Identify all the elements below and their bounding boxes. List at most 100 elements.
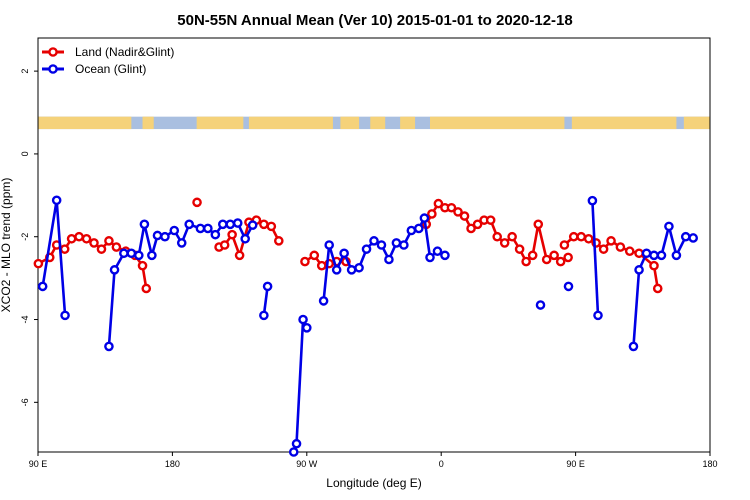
series-land-point-14 — [141, 283, 152, 294]
series-ocean-point-46 — [440, 250, 450, 261]
series-ocean-point-5 — [119, 248, 129, 259]
series-ocean-point-40 — [399, 240, 409, 250]
series-ocean-point-58 — [535, 300, 546, 310]
series-ocean-point-57 — [688, 233, 699, 243]
series-land-point-4 — [66, 233, 77, 244]
series-ocean-point-55 — [671, 250, 682, 261]
legend-item-ocean: Ocean (Glint) — [42, 62, 146, 76]
series-land-point-42 — [499, 238, 510, 248]
series-ocean-point-18 — [217, 219, 228, 230]
series-ocean-point-13 — [176, 238, 187, 248]
series-ocean-point-22 — [247, 220, 258, 230]
series-ocean-line-3 — [292, 318, 308, 453]
y-axis-label: XCO2 - MLO trend (ppm) — [0, 178, 13, 313]
legend-item-land: Land (Nadir&Glint) — [42, 45, 174, 59]
series-ocean-point-4 — [109, 265, 120, 275]
series-ocean-point-29 — [318, 296, 329, 306]
plot-border — [37, 37, 711, 453]
series-ocean-point-17 — [210, 229, 221, 240]
series-ocean-point-47 — [587, 195, 598, 206]
series-land-point-17 — [316, 260, 327, 271]
series-land-point-22 — [219, 240, 230, 250]
series-ocean-point-53 — [656, 250, 667, 261]
band-land-9 — [683, 116, 710, 130]
series-land-point-60 — [624, 246, 635, 257]
plot-frame — [37, 37, 711, 453]
series-land-point-62 — [649, 260, 659, 271]
series-ocean-point-10 — [152, 230, 163, 241]
series-land-point-61 — [634, 248, 644, 259]
series-ocean-point-36 — [369, 236, 379, 246]
series-ocean-point-23 — [259, 310, 269, 321]
series-land-point-35 — [453, 207, 463, 217]
series-ocean-point-34 — [354, 262, 364, 273]
series-ocean-point-37 — [376, 240, 387, 250]
legend-marker-ocean — [48, 64, 58, 74]
series-ocean-point-24 — [262, 281, 273, 292]
series-land-point-63 — [652, 283, 663, 294]
series-ocean-point-11 — [160, 231, 170, 242]
y-tick-label-2: -2 — [20, 233, 30, 241]
x-axis: 90 E 180 90 W 0 90 E 180 — [29, 452, 718, 469]
band-land-5 — [370, 116, 386, 130]
series-ocean-point-49 — [628, 341, 639, 352]
series-ocean-point-19 — [225, 219, 236, 230]
series-ocean-point-45 — [432, 246, 443, 257]
series-ocean-point-12 — [169, 225, 180, 236]
series-ocean-point-48 — [593, 310, 603, 321]
series-ocean-point-38 — [384, 254, 394, 265]
y-tick-label-3: -4 — [20, 316, 30, 324]
series-ocean-point-30 — [324, 240, 335, 250]
series-ocean-point-6 — [126, 248, 137, 259]
y-tick-label-4: -6 — [20, 398, 30, 406]
series-land-point-64 — [192, 197, 202, 208]
series-ocean-point-28 — [301, 322, 312, 333]
series-ocean-point-3 — [104, 341, 114, 352]
legend-label-land: Land (Nadir&Glint) — [75, 45, 174, 59]
series-land-point-0 — [33, 258, 44, 269]
series-land-point-6 — [81, 233, 92, 244]
x-tick-label-4: 90 E — [566, 459, 585, 469]
band-land-0 — [38, 116, 132, 130]
series-land-point-37 — [466, 223, 476, 234]
series-land-point-32 — [433, 198, 444, 209]
series-land-point-34 — [446, 202, 457, 213]
series-land-point-49 — [549, 250, 559, 261]
band-land-4 — [340, 116, 360, 130]
series-land-point-46 — [527, 250, 538, 261]
series-ocean-point-21 — [240, 233, 250, 244]
series-land-point-57 — [598, 244, 609, 254]
series-land-point-51 — [563, 252, 573, 263]
series-ocean-point-31 — [331, 265, 342, 275]
series-ocean-point-0 — [37, 281, 48, 292]
series-land-point-43 — [507, 231, 517, 242]
series-ocean-point-9 — [147, 250, 157, 261]
series-land-point-50 — [555, 256, 566, 267]
series-ocean-point-15 — [195, 223, 206, 234]
series-ocean-point-35 — [361, 244, 372, 254]
series-land-point-3 — [59, 244, 70, 254]
series-land-point-52 — [559, 240, 570, 250]
series-ocean-point-26 — [291, 438, 302, 449]
series-land-point-9 — [104, 236, 114, 246]
series-ocean-point-1 — [51, 195, 62, 206]
series-ocean-point-41 — [406, 225, 417, 236]
series-ocean-point-2 — [60, 310, 70, 321]
series-land-point-59 — [615, 242, 626, 252]
series-land-point-15 — [300, 256, 310, 267]
series-land-point-8 — [96, 244, 107, 254]
series-land-point-41 — [492, 231, 503, 242]
series-land-point-5 — [74, 231, 84, 242]
legend-label-ocean: Ocean (Glint) — [75, 62, 146, 76]
land-ocean-band — [38, 116, 710, 130]
x-tick-label-3: 0 — [439, 459, 444, 469]
series-land-point-28 — [266, 221, 277, 232]
series-ocean-point-54 — [664, 221, 674, 232]
series-land-point-47 — [533, 219, 544, 230]
series-ocean-point-50 — [634, 265, 644, 275]
series-ocean-point-52 — [649, 250, 659, 261]
band-land-1 — [142, 116, 154, 130]
x-tick-label-0: 90 E — [29, 459, 48, 469]
series-ocean-point-43 — [419, 213, 430, 223]
